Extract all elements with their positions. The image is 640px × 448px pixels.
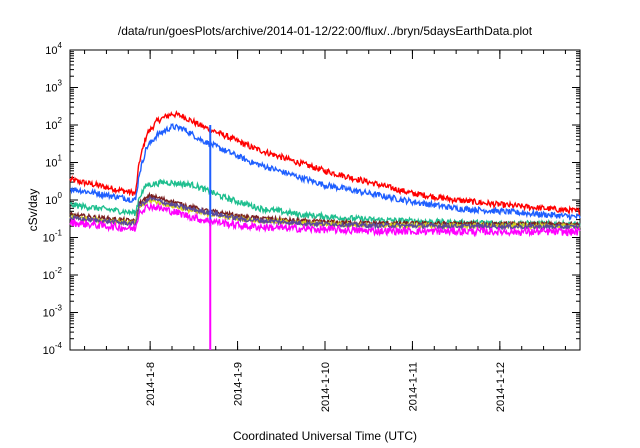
y-axis: 10-4 10-3 10-2 10-1 100 101 102 103 104 [43, 41, 580, 357]
y-tick-label: 103 [45, 79, 62, 95]
y-tick-label: 10-1 [43, 229, 63, 245]
x-axis-label: Coordinated Universal Time (UTC) [233, 429, 417, 443]
y-tick-label: 104 [45, 41, 62, 57]
y-tick-label: 10-4 [43, 341, 63, 357]
y-tick-label: 10-2 [43, 266, 63, 282]
y-tick-label: 101 [45, 154, 62, 170]
y-axis-label: cSv/day [26, 189, 40, 232]
x-tick-label: 2014-1-8 [145, 362, 157, 406]
x-axis: 2014-1-8 2014-1-9 2014-1-10 2014-1-11 2014-1… [84, 50, 566, 412]
y-tick-label: 100 [45, 191, 62, 207]
y-tick-label: 102 [45, 116, 62, 132]
chart-title: /data/run/goesPlots/archive/2014-01-12/2… [118, 24, 533, 38]
y-tick-label: 10-3 [43, 304, 63, 320]
series-line-6 [69, 201, 581, 238]
x-tick-label: 2014-1-9 [233, 362, 245, 406]
series-line-5 [69, 195, 581, 232]
x-tick-label: 2014-1-10 [320, 362, 332, 412]
x-tick-label: 2014-1-11 [407, 362, 419, 411]
series-line-0 [69, 110, 581, 216]
series-line-1 [70, 122, 581, 221]
plot-series [69, 110, 581, 350]
x-tick-label: 2014-1-12 [495, 362, 507, 412]
